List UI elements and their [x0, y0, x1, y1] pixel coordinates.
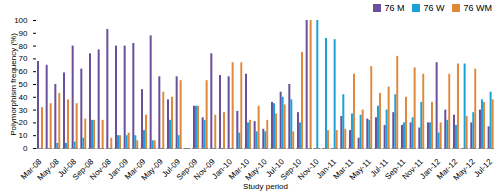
- svg-text:Jul-10: Jul-10: [264, 157, 287, 179]
- svg-text:Nov-09: Nov-09: [192, 157, 217, 182]
- svg-text:100: 100: [14, 16, 28, 25]
- svg-text:Sep-09: Sep-09: [174, 157, 200, 182]
- svg-text:Nov-10: Nov-10: [296, 157, 321, 182]
- svg-text:Mar-09: Mar-09: [123, 157, 148, 182]
- svg-text:Mar-11: Mar-11: [331, 157, 356, 182]
- svg-text:90: 90: [19, 29, 28, 38]
- svg-text:20: 20: [19, 118, 28, 127]
- svg-text:60: 60: [19, 67, 28, 76]
- svg-text:May-12: May-12: [451, 157, 477, 183]
- svg-text:80: 80: [19, 42, 28, 51]
- svg-text:0: 0: [23, 144, 28, 153]
- svg-text:Jan-09: Jan-09: [106, 157, 131, 181]
- svg-text:Mar-10: Mar-10: [227, 157, 252, 182]
- svg-text:Nov-11: Nov-11: [400, 157, 425, 182]
- svg-text:May-09: May-09: [139, 157, 165, 183]
- svg-text:Nov-08: Nov-08: [88, 157, 113, 182]
- svg-text:Jan-12: Jan-12: [418, 157, 442, 181]
- svg-text:May-10: May-10: [243, 157, 269, 183]
- svg-text:May-11: May-11: [348, 157, 373, 182]
- html-text:76 W: 76 W: [423, 2, 445, 13]
- svg-text:Jul-08: Jul-08: [56, 157, 79, 179]
- svg-text:Jul-09: Jul-09: [160, 157, 183, 179]
- svg-text:Jul-11: Jul-11: [368, 157, 390, 179]
- svg-text:Sep-11: Sep-11: [383, 157, 408, 182]
- svg-text:Jul-12: Jul-12: [472, 157, 494, 179]
- svg-text:Jan-10: Jan-10: [210, 157, 235, 181]
- html-text:76 M: 76 M: [384, 2, 405, 13]
- svg-text:10: 10: [19, 131, 28, 140]
- svg-text:30: 30: [19, 106, 28, 115]
- svg-text:40: 40: [19, 93, 28, 102]
- svg-text:Jan-11: Jan-11: [314, 157, 339, 181]
- html-text:76 WM: 76 WM: [463, 2, 492, 13]
- svg-text:Sep-10: Sep-10: [278, 157, 304, 182]
- svg-text:Mar-12: Mar-12: [435, 157, 460, 182]
- svg-text:Mar-08: Mar-08: [19, 157, 44, 182]
- svg-text:50: 50: [19, 80, 28, 89]
- svg-text:Study period: Study period: [243, 182, 288, 191]
- svg-text:Sep-08: Sep-08: [70, 157, 96, 182]
- svg-text:May-08: May-08: [36, 157, 62, 183]
- svg-text:Polymorphism frequency (%): Polymorphism frequency (%): [9, 33, 18, 136]
- svg-text:70: 70: [19, 54, 28, 63]
